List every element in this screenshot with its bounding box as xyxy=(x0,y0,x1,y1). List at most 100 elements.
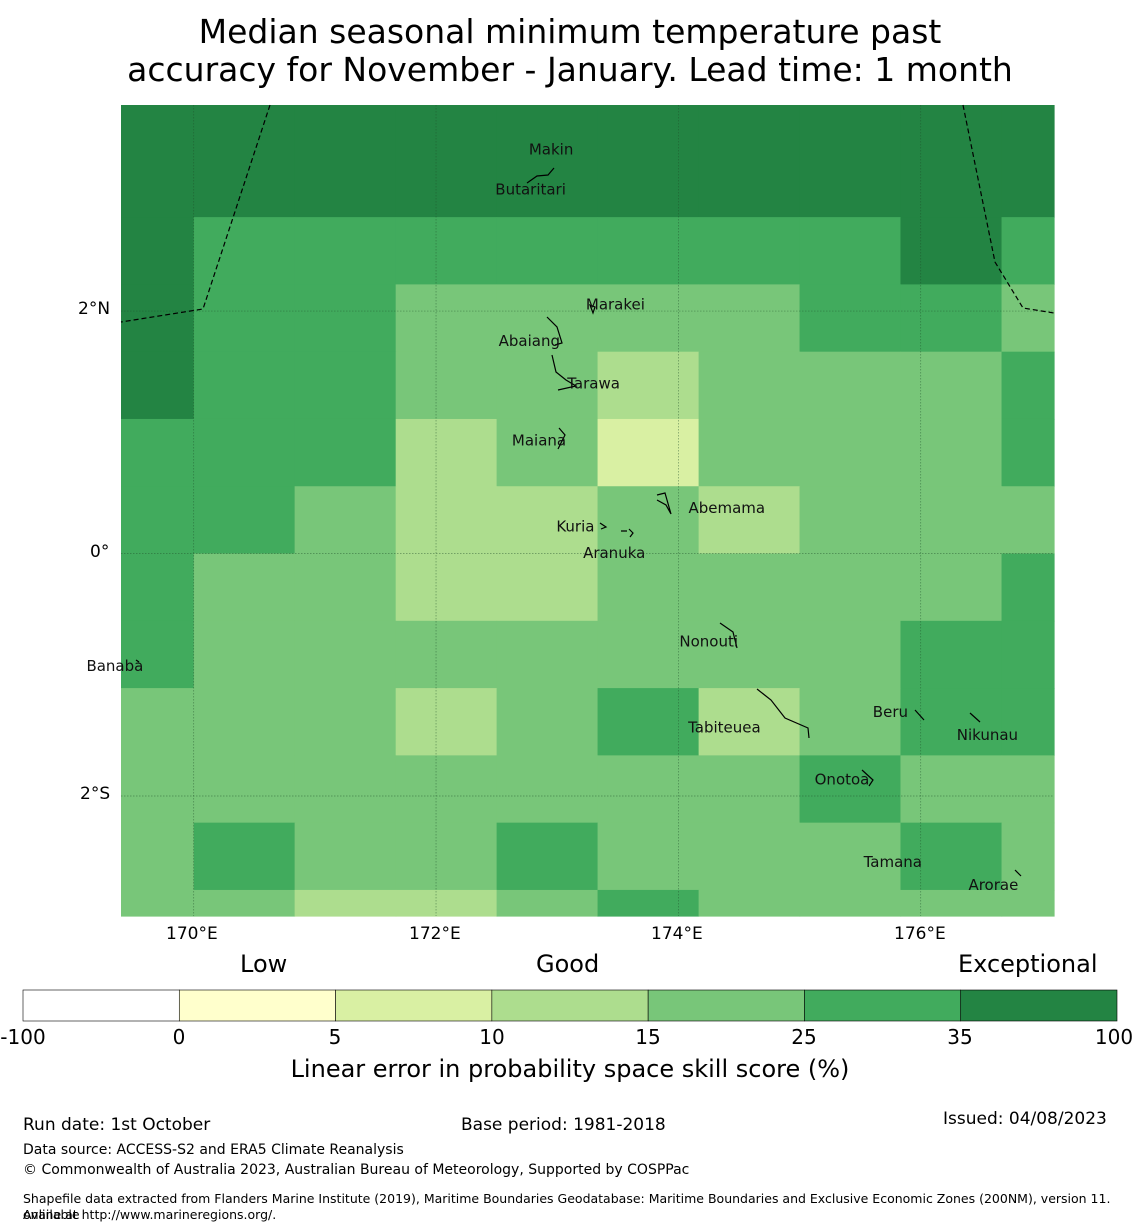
copyright: © Commonwealth of Australia 2023, Austra… xyxy=(23,1162,690,1178)
skill-cell xyxy=(698,351,801,420)
skill-cell xyxy=(496,688,599,756)
skill-cell xyxy=(395,217,498,286)
shapefile-credit-line1: Shapefile data extracted from Flanders M… xyxy=(23,1191,1111,1222)
island-kuria xyxy=(599,522,608,530)
skill-cell xyxy=(799,418,902,487)
lon-tick-label: 174°E xyxy=(651,924,703,944)
skill-cell xyxy=(900,486,1003,555)
skill-cell xyxy=(900,553,1003,622)
skill-cell xyxy=(1001,284,1055,353)
skill-cell xyxy=(900,284,1003,353)
skill-cell xyxy=(294,284,397,353)
colorbar-tick: 15 xyxy=(635,1025,661,1049)
skill-cell xyxy=(1001,620,1055,689)
skill-cell xyxy=(121,755,195,824)
skill-cell xyxy=(496,351,599,420)
skill-cell xyxy=(294,217,397,286)
skill-cell xyxy=(900,217,1003,286)
skill-cell xyxy=(597,822,700,891)
skill-cell xyxy=(597,418,700,487)
skill-cell xyxy=(294,620,397,689)
skill-cell xyxy=(121,889,195,917)
skill-cell xyxy=(121,284,195,353)
place-label: Butaritari xyxy=(495,180,566,198)
category-exceptional: Exceptional xyxy=(958,950,1098,978)
skill-cell xyxy=(395,486,498,555)
skill-cell xyxy=(121,105,195,218)
lon-tick-label: 170°E xyxy=(166,924,218,944)
skill-cell xyxy=(193,284,296,353)
colorbar-tick: 0 xyxy=(172,1025,186,1049)
skill-cell xyxy=(193,486,296,555)
skill-cell xyxy=(1001,217,1055,286)
skill-cell xyxy=(395,105,498,218)
island-maiana xyxy=(557,427,566,450)
skill-cell xyxy=(698,217,801,286)
skill-cell xyxy=(597,486,700,555)
skill-cell xyxy=(193,351,296,420)
island-tarawa xyxy=(551,354,578,391)
skill-cell xyxy=(294,351,397,420)
skill-cell xyxy=(799,486,902,555)
skill-cell xyxy=(1001,418,1055,487)
skill-cell xyxy=(698,620,801,689)
skill-cell xyxy=(496,105,599,218)
skill-cell xyxy=(900,620,1003,689)
place-label: Makin xyxy=(529,140,574,158)
graticule xyxy=(121,105,1054,916)
category-good: Good xyxy=(536,950,600,978)
skill-cell xyxy=(193,217,296,286)
base-period: Base period: 1981-2018 xyxy=(461,1115,666,1135)
place-labels: Makin Butaritari Marakei Abaiang Tarawa Maian… xyxy=(86,140,1018,894)
island-nikunau xyxy=(969,712,981,723)
skill-cell xyxy=(395,822,498,891)
colorbar-tick: 35 xyxy=(947,1025,973,1049)
colorbar-tick: 5 xyxy=(328,1025,342,1049)
skill-cell xyxy=(294,889,397,917)
skill-cell xyxy=(193,620,296,689)
lon-tick-label: 176°E xyxy=(894,924,946,944)
skill-cell xyxy=(1001,755,1055,824)
skill-cell xyxy=(597,284,700,353)
island-marakei xyxy=(588,303,596,315)
place-label: Tabiteuea xyxy=(687,719,761,737)
place-label: Abaiang xyxy=(499,332,560,350)
skill-cell xyxy=(597,889,700,917)
skill-cell xyxy=(121,553,195,622)
place-label: Banaba xyxy=(86,657,143,675)
skill-cell xyxy=(496,822,599,891)
skill-cell xyxy=(698,284,801,353)
skill-cell xyxy=(121,486,195,555)
skill-cell xyxy=(698,486,801,555)
skill-cell xyxy=(1001,822,1055,891)
skill-cell xyxy=(900,418,1003,487)
skill-cell xyxy=(698,755,801,824)
skill-cell xyxy=(121,620,195,689)
chart-title-line2: accuracy for November - January. Lead ti… xyxy=(127,50,1013,89)
skill-cell xyxy=(121,217,195,286)
skill-cell xyxy=(1001,688,1055,756)
place-label: Maiana xyxy=(512,431,566,449)
island-banaba xyxy=(135,659,140,663)
place-label: Arorae xyxy=(968,876,1018,894)
skill-cell xyxy=(395,351,498,420)
skill-cell xyxy=(1001,889,1055,917)
skill-cell xyxy=(395,553,498,622)
island-abaiang xyxy=(546,316,563,346)
colorbar-swatch xyxy=(22,989,180,1022)
island-onotoa xyxy=(861,769,874,787)
colorbar-swatch xyxy=(335,989,493,1022)
skill-cell xyxy=(799,822,902,891)
colorbar-tick: -100 xyxy=(0,1025,46,1049)
island-nonouti xyxy=(719,622,738,649)
skill-cell xyxy=(900,755,1003,824)
skill-cell xyxy=(395,755,498,824)
island-beru xyxy=(914,709,925,721)
skill-cell xyxy=(294,822,397,891)
issued-date: Issued: 04/08/2023 xyxy=(943,1109,1107,1129)
skill-cell xyxy=(496,553,599,622)
colorbar-label: Linear error in probability space skill … xyxy=(290,1055,850,1083)
place-label: Kuria xyxy=(556,517,594,535)
skill-cell xyxy=(597,105,700,218)
skill-cell xyxy=(698,105,801,218)
